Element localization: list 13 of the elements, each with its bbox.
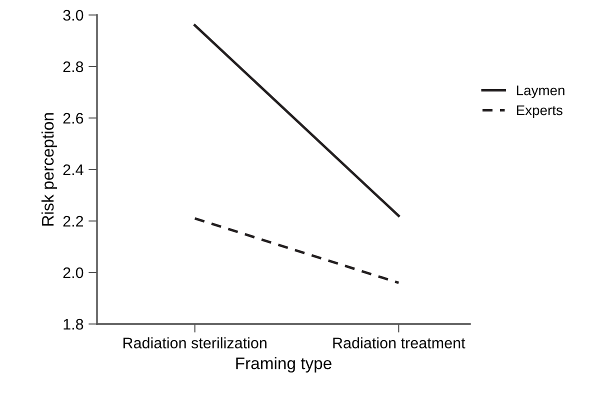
y-axis-title: Risk perception bbox=[41, 113, 58, 226]
x-tick-label: Radiation treatment bbox=[333, 337, 466, 348]
y-tick-label: 2.0 bbox=[63, 267, 84, 278]
y-tick-label: 2.4 bbox=[63, 164, 84, 176]
legend-label: Laymen bbox=[516, 86, 564, 98]
y-tick-label: 2.6 bbox=[63, 112, 84, 124]
x-tick-label: Radiation sterilization bbox=[123, 337, 266, 348]
legend-label: Experts bbox=[516, 106, 562, 118]
y-tick-label: 2.8 bbox=[63, 61, 84, 72]
y-tick-label: 1.8 bbox=[64, 318, 84, 330]
x-axis-title: Framing type bbox=[236, 356, 332, 373]
y-tick-label: 3.0 bbox=[63, 10, 84, 21]
y-tick-label: 2.2 bbox=[63, 216, 84, 227]
